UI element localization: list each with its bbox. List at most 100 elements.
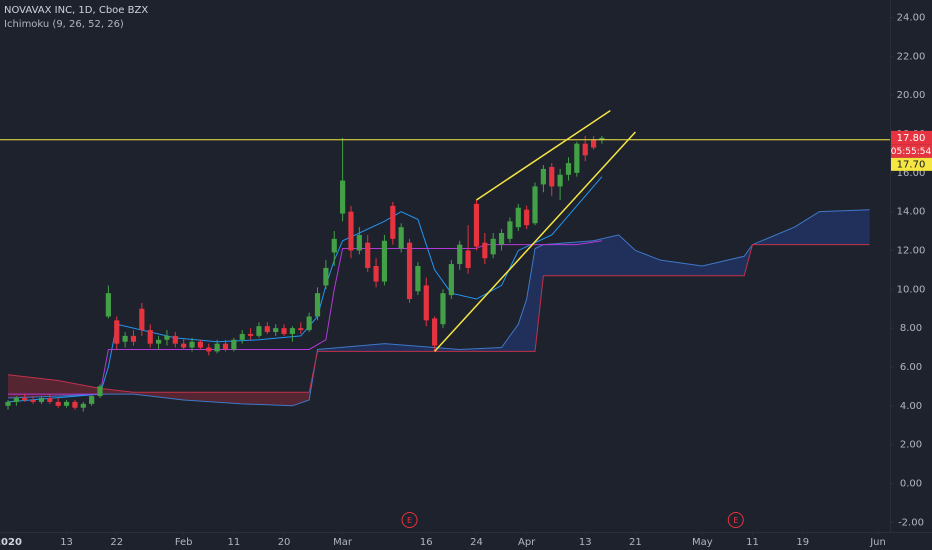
candle-body (373, 266, 379, 282)
candle-body (22, 398, 28, 400)
candle-body (164, 335, 170, 340)
trend-line (476, 110, 611, 201)
candle-body (540, 168, 546, 185)
candle-body (139, 308, 145, 331)
candle-body (114, 320, 120, 344)
y-tick-label: 10.00 (897, 284, 926, 295)
candle-body (172, 335, 178, 344)
candle-body (398, 227, 404, 249)
y-tick-label: -2.00 (898, 517, 924, 528)
candle-body (448, 264, 454, 296)
x-tick-label: Apr (518, 537, 536, 548)
drawings-layer (0, 110, 890, 352)
candle-body (524, 209, 530, 226)
y-tick-label: 8.00 (900, 323, 922, 334)
indicator-line (7, 176, 603, 403)
x-tick-label: 2020 (0, 537, 22, 548)
candle-body (314, 293, 321, 317)
candles-layer (5, 135, 605, 412)
cloud-fill (702, 256, 745, 276)
x-tick-label: Jun (869, 537, 886, 548)
cloud-fill (535, 244, 544, 352)
candle-body (5, 401, 11, 406)
y-tick-label: 2.00 (900, 440, 922, 451)
cloud-fill (543, 240, 594, 276)
candle-body (47, 398, 53, 402)
candle-body (256, 326, 262, 336)
cloud-fill (593, 234, 619, 276)
candle-body (356, 234, 362, 251)
earnings-label: E (733, 516, 738, 525)
candle-body (532, 186, 538, 224)
candle-body (599, 137, 605, 140)
candle-body (231, 339, 237, 350)
earnings-label: E (407, 516, 412, 525)
candle-body (549, 166, 555, 187)
candle-body (80, 403, 86, 408)
candle-body (155, 339, 162, 344)
cloud-fill (8, 374, 59, 399)
candle-body (473, 203, 480, 247)
candle-body (465, 250, 471, 268)
x-tick-label: Feb (175, 537, 193, 548)
x-tick-label: 19 (796, 537, 809, 548)
candle-body (381, 240, 388, 282)
cloud-line (7, 244, 870, 393)
cloud-fill (242, 392, 293, 406)
x-tick-label: Mar (333, 537, 353, 548)
candle-body (147, 330, 153, 344)
candle-body (30, 399, 36, 402)
candle-body (289, 328, 296, 334)
candle-body (323, 267, 329, 286)
candle-body (507, 221, 513, 239)
y-tick-label: 22.00 (897, 51, 926, 62)
axis-layer: 24.0022.0020.0018.0016.0014.0012.0010.00… (0, 12, 932, 548)
candle-body (515, 207, 521, 228)
earnings-marker (401, 512, 418, 528)
x-tick-label: 11 (227, 537, 240, 548)
candle-body (72, 401, 78, 408)
y-tick-label: 0.00 (900, 478, 922, 489)
chart-title: NOVAVAX INC, 1D, Cboe BZX (4, 5, 148, 16)
x-tick-label: 11 (746, 537, 759, 548)
candle-body (557, 174, 563, 187)
cloud-fill (660, 260, 703, 276)
y-tick-label: 16.00 (897, 168, 926, 179)
x-tick-label: 24 (470, 537, 483, 548)
cloud-fill (292, 392, 310, 406)
candle-body (490, 238, 496, 255)
candle-body (214, 343, 220, 352)
candle-body (13, 398, 19, 402)
candle-body (565, 163, 572, 175)
candle-body (97, 386, 103, 397)
candle-body (498, 232, 505, 245)
y-tick-label: 20.00 (897, 90, 926, 101)
countdown-label: 05:55:54 (891, 147, 932, 157)
x-tick-label: 13 (579, 537, 592, 548)
candle-body (306, 316, 312, 331)
candle-body (440, 293, 446, 325)
candle-body (590, 139, 597, 148)
indicator-label: Ichimoku (9, 26, 52, 26) (4, 19, 124, 30)
last-price-label: 17.80 (897, 133, 926, 144)
alert-price-label: 17.70 (897, 159, 926, 170)
candle-body (331, 238, 337, 253)
candle-body (415, 266, 421, 292)
candle-body (206, 347, 212, 352)
candle-body (298, 328, 304, 331)
cloud-fill (58, 380, 101, 397)
candle-body (406, 242, 413, 300)
candle-body (130, 335, 137, 342)
candle-body (340, 180, 346, 214)
x-tick-label: 16 (420, 537, 433, 548)
candle-body (457, 244, 463, 265)
candle-body (222, 343, 229, 350)
candle-body (423, 285, 429, 321)
cloud-line (7, 209, 870, 407)
candle-body (273, 328, 279, 333)
candle-body (248, 333, 254, 336)
y-tick-label: 12.00 (897, 245, 926, 256)
